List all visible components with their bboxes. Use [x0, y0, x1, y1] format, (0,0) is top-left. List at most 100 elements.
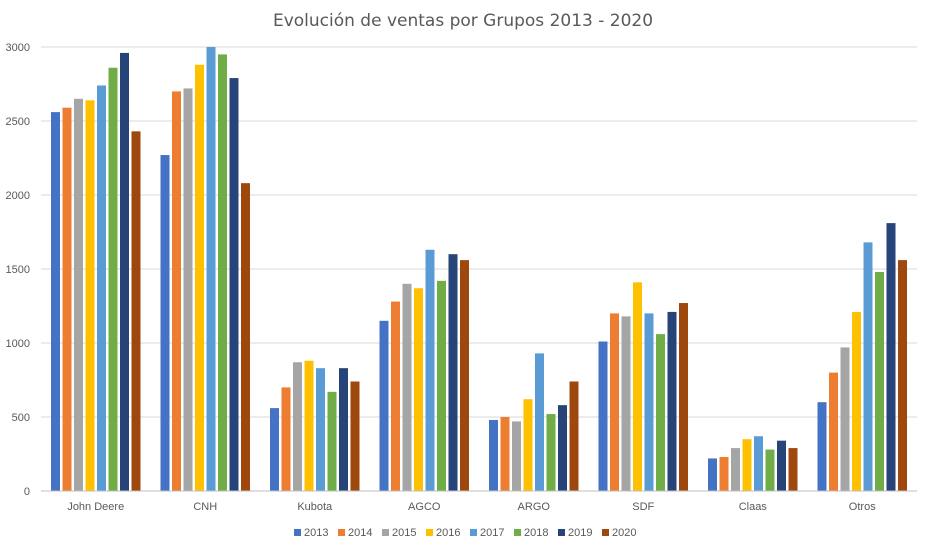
legend-label: 2013 — [304, 527, 328, 539]
bar-argo-2016 — [523, 399, 533, 491]
bar-agco-2014 — [391, 301, 400, 491]
bar-argo-2013 — [489, 419, 498, 491]
bar-otros-2018 — [875, 271, 884, 491]
bar-sdf-2017 — [644, 313, 654, 491]
bar-agco-2016 — [414, 288, 423, 491]
x-tick-label: John Deere — [67, 501, 124, 513]
bar-agco-2017 — [425, 249, 435, 491]
x-tick-label: AGCO — [408, 501, 441, 513]
bar-john-deere-2015 — [74, 98, 83, 492]
bar-cnh-2014 — [172, 91, 181, 492]
bar-argo-2017 — [535, 353, 544, 491]
x-tick-label: Claas — [739, 501, 768, 513]
chart-title: Evolución de ventas por Grupos 2013 - 20… — [273, 11, 653, 31]
bar-claas-2013 — [708, 458, 717, 491]
legend-swatch-2018 — [514, 529, 521, 536]
legend: 2013 2014 2015 2016 2017 2018 2019 2020 — [294, 527, 636, 539]
legend-label: 2014 — [348, 527, 372, 539]
y-tick-label: 3000 — [6, 42, 30, 54]
bar-claas-2016 — [742, 439, 752, 491]
bar-otros-2013 — [817, 402, 827, 491]
bars — [51, 47, 907, 492]
bar-sdf-2020 — [679, 303, 688, 491]
x-tick-label: Otros — [849, 501, 876, 513]
bar-agco-2015 — [402, 283, 412, 491]
bar-kubota-2017 — [316, 368, 325, 491]
bar-sdf-2019 — [667, 311, 677, 491]
bar-otros-2017 — [863, 242, 873, 491]
y-tick-label: 0 — [24, 486, 30, 498]
bar-john-deere-2019 — [120, 52, 129, 492]
bar-john-deere-2016 — [85, 100, 95, 491]
x-tick-label: ARGO — [518, 501, 551, 513]
bar-argo-2014 — [500, 417, 510, 491]
bar-sdf-2016 — [633, 282, 642, 491]
legend-swatch-2015 — [382, 529, 389, 536]
bar-kubota-2020 — [350, 381, 360, 491]
bar-kubota-2019 — [339, 368, 348, 491]
bar-john-deere-2013 — [51, 112, 60, 492]
y-tick-label: 1500 — [6, 264, 30, 276]
legend-swatch-2017 — [470, 529, 477, 536]
bar-claas-2015 — [731, 448, 740, 491]
bar-kubota-2013 — [270, 408, 279, 491]
y-tick-label: 2500 — [6, 116, 30, 128]
bar-sdf-2014 — [610, 313, 619, 491]
bar-agco-2020 — [460, 260, 469, 491]
legend-label: 2019 — [568, 527, 592, 539]
bar-claas-2018 — [765, 449, 775, 491]
bar-kubota-2014 — [281, 387, 291, 491]
bar-agco-2013 — [379, 320, 389, 491]
bar-argo-2015 — [512, 421, 521, 491]
bar-sdf-2018 — [656, 334, 665, 491]
bar-argo-2018 — [546, 414, 556, 491]
legend-swatch-2014 — [338, 529, 345, 536]
bar-claas-2019 — [777, 440, 786, 491]
bar-otros-2014 — [829, 372, 838, 491]
legend-label: 2020 — [612, 527, 636, 539]
bar-otros-2015 — [840, 347, 850, 491]
bar-sdf-2013 — [598, 341, 608, 491]
bar-cnh-2013 — [160, 155, 170, 492]
bar-kubota-2015 — [293, 362, 302, 491]
bar-kubota-2016 — [304, 360, 314, 491]
y-tick-label: 2000 — [6, 190, 30, 202]
bar-cnh-2017 — [206, 47, 216, 491]
bar-otros-2019 — [886, 223, 896, 491]
bar-otros-2020 — [898, 260, 907, 491]
bar-john-deere-2020 — [131, 131, 141, 492]
bar-claas-2014 — [719, 456, 729, 491]
bar-cnh-2015 — [183, 88, 193, 491]
x-tick-label: SDF — [632, 501, 654, 513]
x-tick-label: CNH — [193, 501, 217, 513]
bar-sdf-2015 — [621, 316, 631, 491]
bar-cnh-2016 — [195, 64, 204, 491]
bar-otros-2016 — [852, 311, 861, 491]
bar-kubota-2018 — [327, 391, 337, 491]
x-axis-ticks: John Deere CNH Kubota AGCO ARGO SDF Claas Otros — [67, 501, 876, 513]
bar-cnh-2020 — [241, 183, 250, 491]
legend-label: 2015 — [392, 527, 416, 539]
bar-john-deere-2014 — [62, 107, 72, 492]
legend-swatch-2019 — [558, 529, 565, 536]
bar-claas-2017 — [754, 436, 763, 491]
legend-swatch-2013 — [294, 529, 301, 536]
legend-label: 2017 — [480, 527, 504, 539]
x-tick-label: Kubota — [297, 501, 333, 513]
bar-agco-2018 — [437, 280, 446, 491]
bar-john-deere-2017 — [97, 85, 106, 491]
legend-swatch-2020 — [602, 529, 609, 536]
bar-argo-2019 — [558, 405, 567, 491]
bar-claas-2020 — [788, 448, 798, 491]
legend-swatch-2016 — [426, 529, 433, 536]
bar-argo-2020 — [569, 381, 579, 491]
bar-cnh-2019 — [229, 78, 239, 491]
legend-label: 2016 — [436, 527, 460, 539]
bar-john-deere-2018 — [108, 67, 118, 491]
y-axis-ticks: 0 500 1000 1500 2000 2500 3000 — [6, 42, 30, 498]
y-tick-label: 1000 — [6, 338, 30, 350]
bar-cnh-2018 — [218, 54, 227, 492]
y-tick-label: 500 — [12, 412, 30, 424]
